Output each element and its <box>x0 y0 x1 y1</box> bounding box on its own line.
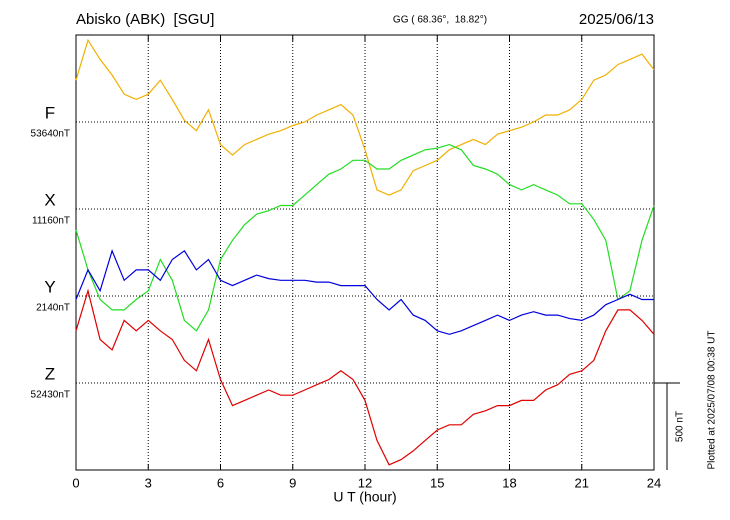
x-tick-label: 3 <box>145 475 152 490</box>
x-tick-label: 24 <box>647 475 661 490</box>
series-name: Z <box>45 364 55 383</box>
series-name: F <box>45 103 55 122</box>
x-tick-label: 15 <box>430 475 444 490</box>
scale-bar-label: 500 nT <box>675 411 686 442</box>
baseline-label: 52430nT <box>31 390 70 401</box>
x-tick-label: 9 <box>289 475 296 490</box>
baseline-label: 11160nT <box>32 216 70 227</box>
series-line <box>75 38 655 196</box>
x-tick-label: 0 <box>72 475 79 490</box>
x-tick-label: 6 <box>217 475 224 490</box>
series-line <box>75 288 655 466</box>
baseline-label: 2140nT <box>36 303 70 314</box>
x-tick-label: 21 <box>575 475 589 490</box>
series-line <box>75 143 655 332</box>
plotted-note: Plotted at 2025/07/08 00:38 UT <box>707 331 718 470</box>
baseline-label: 53640nT <box>31 129 70 140</box>
series-name: Y <box>44 277 55 296</box>
date: 2025/06/13 <box>579 11 654 28</box>
series-line <box>75 249 654 335</box>
x-tick-label: 12 <box>358 475 372 490</box>
coordinates: GG ( 68.36°, 18.82°) <box>393 15 487 26</box>
x-axis-label: U T (hour) <box>333 489 396 505</box>
x-tick-label: 18 <box>502 475 516 490</box>
chart-title: Abisko (ABK) [SGU] <box>76 11 214 28</box>
series-name: X <box>44 190 55 209</box>
